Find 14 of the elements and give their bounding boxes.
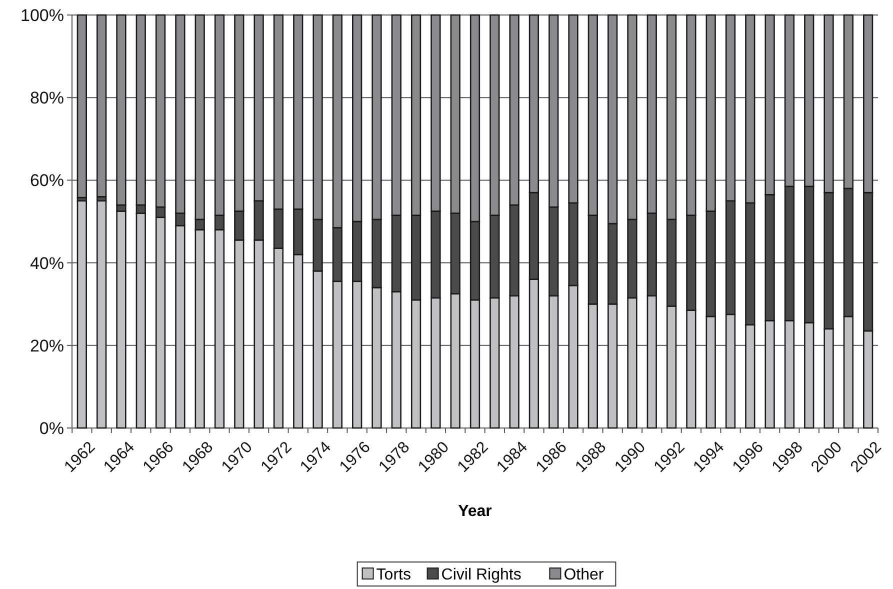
legend-label: Civil Rights xyxy=(441,566,522,584)
y-tick-label: 60% xyxy=(30,171,64,190)
x-axis-title: Year xyxy=(458,503,492,520)
y-tick-label: 40% xyxy=(30,254,64,273)
bar xyxy=(96,200,107,429)
y-tick-label: 20% xyxy=(30,336,64,356)
y-tick-label: 80% xyxy=(30,88,64,108)
bar xyxy=(76,14,87,198)
legend-label: Other xyxy=(564,566,604,584)
y-tick-label: 100% xyxy=(20,6,64,25)
y-tick-label: 0% xyxy=(39,418,64,438)
bar xyxy=(96,14,107,198)
bar xyxy=(76,200,87,429)
legend-label: Torts xyxy=(376,566,411,584)
